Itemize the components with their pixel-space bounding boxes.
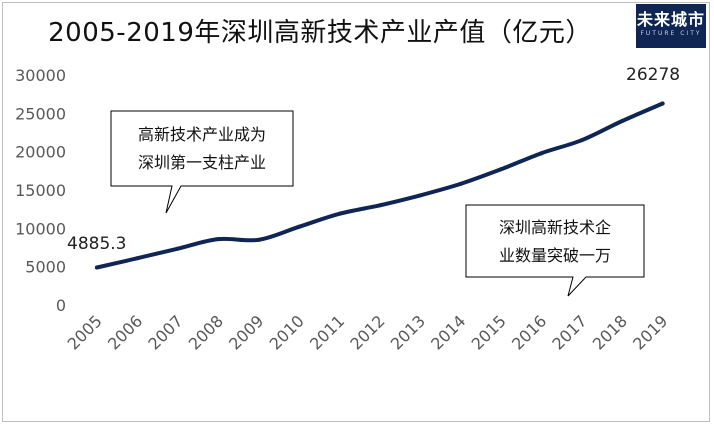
data-point-2014	[458, 181, 463, 186]
x-tick-label: 2013	[387, 311, 429, 353]
x-tick-label: 2014	[427, 311, 469, 353]
x-tick-label: 2005	[64, 311, 106, 353]
x-tick-label: 2015	[468, 311, 510, 353]
x-tick-label: 2012	[346, 311, 388, 353]
logo-tagline: FUTURE CITY	[640, 30, 702, 37]
x-axis: 2005200620072008200920102011201220132014…	[64, 311, 672, 353]
data-point-2012	[377, 203, 382, 208]
data-point-2016	[539, 151, 544, 156]
data-point-2015	[499, 167, 503, 172]
chart-frame	[2, 2, 710, 422]
callout-2-line-1: 深圳高新技术企	[499, 218, 611, 237]
callout-1: 高新技术产业成为 深圳第一支柱产业	[110, 110, 294, 214]
y-axis: 30000 25000 20000 15000 10000 5000 0	[15, 66, 66, 315]
y-tick-label: 5000	[25, 258, 66, 277]
data-point-2009	[256, 237, 261, 242]
x-tick-label: 2011	[306, 311, 348, 353]
data-point-2019	[660, 101, 665, 106]
y-tick-label: 0	[56, 296, 66, 315]
x-tick-label: 2018	[589, 311, 631, 353]
x-tick-label: 2017	[548, 311, 590, 353]
x-tick-label: 2007	[144, 311, 186, 353]
x-tick-label: 2010	[266, 311, 308, 353]
data-point-2008	[216, 237, 221, 242]
chart-title: 2005-2019年深圳高新技术产业产值（亿元）	[48, 18, 592, 48]
y-tick-label: 15000	[15, 181, 66, 200]
x-tick-label: 2008	[185, 311, 227, 353]
callout-2-line-2: 业数量突破一万	[499, 246, 611, 265]
data-label-first: 4885.3	[67, 234, 126, 254]
x-tick-label: 2019	[629, 311, 671, 353]
y-tick-label: 30000	[15, 66, 66, 85]
data-point-2010	[297, 224, 301, 229]
data-label-last: 26278	[626, 65, 680, 85]
callout-2: 深圳高新技术企 业数量突破一万	[465, 204, 645, 297]
data-point-2007	[175, 246, 180, 251]
callout-2-box	[465, 204, 645, 297]
y-tick-label: 20000	[15, 143, 66, 162]
callout-1-line-1: 高新技术产业成为	[138, 125, 266, 144]
brand-logo: 未来城市 FUTURE CITY	[636, 4, 706, 48]
y-tick-label: 10000	[15, 219, 66, 238]
data-point-2018	[620, 119, 625, 123]
callout-1-box	[110, 110, 294, 214]
plot-area	[95, 101, 665, 270]
logo-name: 未来城市	[636, 10, 705, 29]
data-point-2006	[135, 256, 140, 261]
data-point-2005	[95, 265, 99, 270]
callout-1-line-2: 深圳第一支柱产业	[138, 153, 266, 172]
x-tick-label: 2016	[508, 311, 550, 353]
x-tick-label: 2006	[104, 311, 146, 353]
x-tick-label: 2009	[225, 311, 267, 353]
y-tick-label: 25000	[15, 104, 66, 123]
data-point-2017	[579, 138, 584, 143]
data-point-2011	[337, 211, 342, 216]
data-point-2013	[418, 193, 423, 198]
